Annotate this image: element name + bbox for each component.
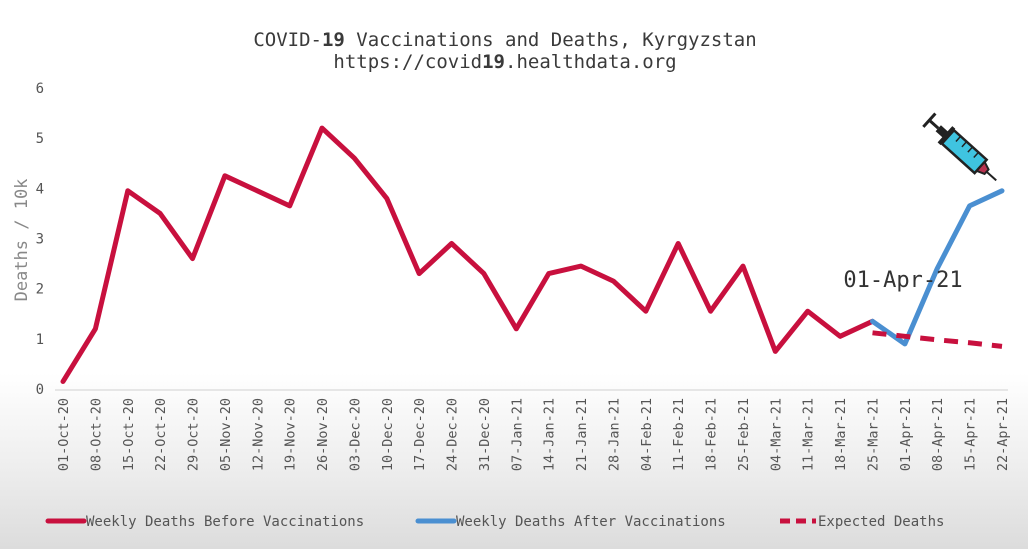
legend-label: Expected Deaths: [818, 514, 944, 530]
y-tick-label: 6: [36, 81, 44, 97]
legend-label: Weekly Deaths After Vaccinations: [456, 514, 726, 530]
x-tick-label: 15-Oct-20: [121, 398, 137, 471]
y-tick-label: 0: [36, 382, 44, 398]
x-tick-label: 12-Nov-20: [250, 398, 266, 471]
y-tick-label: 3: [36, 232, 44, 248]
x-tick-label: 31-Dec-20: [477, 398, 493, 471]
x-tick-label: 19-Nov-20: [283, 398, 299, 471]
x-tick-label: 29-Oct-20: [186, 398, 202, 471]
x-tick-label: 15-Apr-21: [963, 398, 979, 471]
annotation-date: 01-Apr-21: [843, 268, 962, 293]
x-tick-label: 28-Jan-21: [606, 398, 622, 471]
legend-label: Weekly Deaths Before Vaccinations: [86, 514, 364, 530]
x-tick-label: 10-Dec-20: [380, 398, 396, 471]
x-tick-label: 05-Nov-20: [218, 398, 234, 471]
x-tick-label: 04-Feb-21: [639, 398, 655, 471]
x-tick-label: 25-Mar-21: [865, 398, 881, 471]
x-tick-label: 01-Oct-20: [56, 398, 72, 471]
y-tick-label: 5: [36, 131, 44, 147]
x-tick-label: 17-Dec-20: [412, 398, 428, 471]
x-tick-label: 01-Apr-21: [898, 398, 914, 471]
chart-title-line1: COVID-19 Vaccinations and Deaths, Kyrgyz…: [253, 29, 756, 51]
x-tick-label: 07-Jan-21: [509, 398, 525, 471]
y-axis-label: Deaths / 10k: [12, 179, 32, 302]
y-tick-label: 1: [36, 332, 44, 348]
y-tick-label: 4: [36, 181, 44, 197]
chart-title-line2: https://covid19.healthdata.org: [333, 51, 676, 73]
x-tick-label: 21-Jan-21: [574, 398, 590, 471]
x-tick-label: 08-Apr-21: [930, 398, 946, 471]
x-tick-label: 11-Feb-21: [671, 398, 687, 471]
x-tick-label: 11-Mar-21: [801, 398, 817, 471]
y-tick-labels: 0 1 2 3 4 5 6: [36, 81, 44, 398]
series-line-0: [60, 125, 875, 384]
series-line-2: [872, 330, 1003, 349]
x-tick-label: 14-Jan-21: [542, 398, 558, 471]
series-line-1: [870, 188, 1005, 347]
y-tick-label: 2: [36, 282, 44, 298]
x-tick-label: 04-Mar-21: [768, 398, 784, 471]
x-tick-label: 18-Mar-21: [833, 398, 849, 471]
syringe-icon: [922, 112, 997, 182]
x-tick-label: 22-Oct-20: [153, 398, 169, 471]
x-tick-label: 22-Apr-21: [995, 398, 1011, 471]
x-tick-label: 24-Dec-20: [445, 398, 461, 471]
x-tick-label: 03-Dec-20: [347, 398, 363, 471]
x-tick-label: 08-Oct-20: [88, 398, 104, 471]
series-layer: [60, 125, 1005, 384]
x-tick-label: 26-Nov-20: [315, 398, 331, 471]
legend: Weekly Deaths Before Vaccinations Weekly …: [45, 514, 944, 530]
x-tick-label: 18-Feb-21: [704, 398, 720, 471]
x-tick-labels: 01-Oct-20 08-Oct-20 15-Oct-20 22-Oct-20 29-O…: [56, 398, 1011, 471]
x-tick-label: 25-Feb-21: [736, 398, 752, 471]
